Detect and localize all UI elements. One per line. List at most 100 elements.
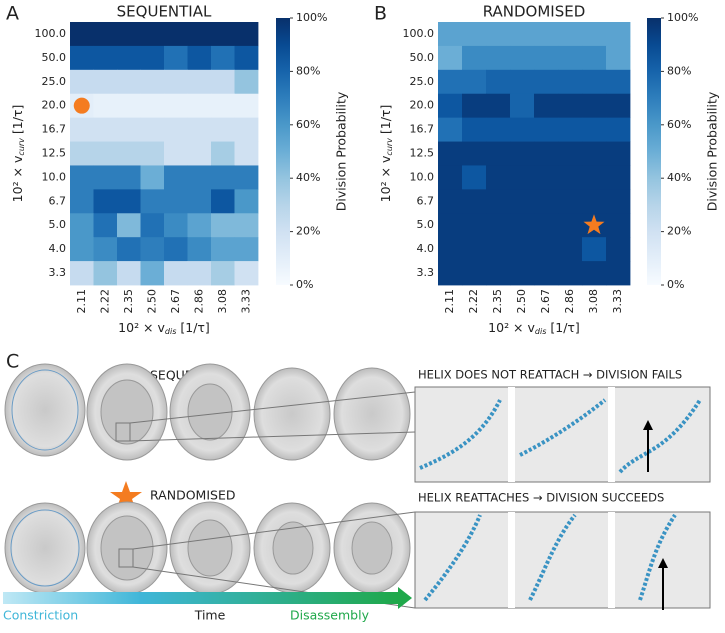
row-caption: HELIX DOES NOT REATTACH → DIVISION FAILS — [418, 368, 682, 382]
heatmap-cell — [211, 237, 235, 262]
heatmap-cell — [187, 45, 212, 71]
heatmap-cell — [234, 165, 259, 190]
heatmap-cell — [234, 261, 259, 286]
heatmap-cell — [234, 69, 259, 95]
heatmap-cell — [462, 69, 487, 95]
y-tick-label: 6.7 — [49, 194, 67, 207]
heatmap-cell — [438, 189, 463, 214]
heatmap-cell — [606, 237, 631, 262]
heatmap-cell — [606, 141, 631, 166]
heatmap-cell — [164, 117, 188, 142]
heatmap-cell — [70, 45, 94, 71]
heatmap-cell — [462, 189, 487, 214]
heatmap-cell — [606, 213, 631, 238]
heatmap-cell — [558, 261, 583, 286]
heatmap-cell — [211, 117, 235, 142]
heatmap-cell — [70, 141, 94, 166]
heatmap-cell — [534, 22, 559, 47]
y-tick-label: 16.7 — [42, 123, 67, 136]
heatmap-cell — [558, 45, 583, 71]
heatmap-cell — [140, 69, 165, 95]
heatmap-cell — [582, 189, 607, 214]
heatmap-cell — [187, 141, 212, 166]
heatmap-cell — [510, 237, 535, 262]
heatmap-cell — [534, 69, 559, 95]
x-tick-label: 3.08 — [587, 289, 600, 314]
y-tick-label: 50.0 — [42, 51, 67, 64]
heatmap-cell — [558, 93, 583, 119]
heatmap-cell — [211, 45, 235, 71]
y-tick-label: 4.0 — [417, 242, 435, 255]
heatmap-cell — [510, 22, 535, 47]
heatmap-cell — [117, 141, 141, 166]
heatmap-cell — [558, 213, 583, 238]
heatmap-cell — [558, 141, 583, 166]
axis-label: 10² × vcurv [1/τ] — [378, 105, 394, 203]
heatmap-cell — [164, 189, 188, 214]
heatmap-cell — [534, 141, 559, 166]
heatmap-cell — [140, 141, 165, 166]
y-tick-label: 5.0 — [49, 218, 67, 231]
heatmap-cell — [582, 261, 607, 286]
zoom-lines — [115, 391, 416, 609]
heatmap-cell — [534, 261, 559, 286]
heatmap-cell — [93, 45, 118, 71]
heatmap-cell — [438, 93, 463, 119]
heatmap-cell — [582, 237, 607, 262]
x-tick-label: 2.11 — [443, 289, 456, 314]
colorbar-tick-label: 0% — [296, 278, 313, 291]
heatmap-cell — [462, 213, 487, 238]
heatmap-cell — [187, 165, 212, 190]
heatmap-cell — [582, 117, 607, 142]
heatmap-cell — [438, 165, 463, 190]
heatmap-cell — [534, 237, 559, 262]
chart-title: SEQUENTIAL — [117, 3, 212, 21]
heatmap-cell — [582, 165, 607, 190]
marker — [73, 97, 90, 114]
heatmap-cell — [211, 213, 235, 238]
y-tick-label: 20.0 — [410, 99, 435, 112]
x-tick-label: 2.86 — [192, 289, 205, 314]
heatmap-cell — [211, 165, 235, 190]
heatmap-cell — [486, 261, 511, 286]
heatmap-cell — [187, 237, 212, 262]
x-tick-label: 2.35 — [491, 289, 504, 314]
heatmap-cell — [140, 165, 165, 190]
y-tick-label: 25.0 — [42, 75, 67, 88]
heatmap-cell — [93, 237, 118, 262]
heatmap-cell — [606, 117, 631, 142]
heatmap-cell — [93, 189, 118, 214]
heatmap-cell — [462, 117, 487, 142]
x-tick-label: 3.33 — [611, 289, 624, 314]
heatmap-cell — [93, 69, 118, 95]
heatmap-cell — [187, 213, 212, 238]
y-tick-label: 10.0 — [410, 170, 435, 183]
heatmap-cell — [164, 261, 188, 286]
y-tick-label: 3.3 — [417, 266, 435, 279]
heatmap-cell — [534, 189, 559, 214]
x-tick-label: 3.08 — [216, 289, 229, 314]
heatmap-cell — [234, 45, 259, 71]
panel-label: A — [6, 3, 19, 25]
heatmap-cell — [510, 165, 535, 190]
heatmap-cell — [117, 261, 141, 286]
heatmap-cell — [486, 22, 511, 47]
heatmap-cell — [140, 117, 165, 142]
y-tick-label: 25.0 — [410, 75, 435, 88]
colorbar-tick-label: 60% — [296, 118, 320, 131]
heatmap-cell — [211, 69, 235, 95]
panel-label: C — [6, 351, 19, 373]
axis-label: 10² × vdis [1/τ] — [488, 320, 580, 336]
heatmap-cell — [93, 141, 118, 166]
x-tick-label: 2.22 — [467, 289, 480, 314]
y-tick-label: 10.0 — [42, 170, 67, 183]
heatmap-cell — [187, 189, 212, 214]
y-tick-label: 100.0 — [403, 27, 435, 40]
heatmap-cell — [187, 93, 212, 119]
heatmap-cell — [606, 45, 631, 71]
heatmap-cell — [93, 22, 118, 47]
colorbar-tick-label: 40% — [667, 171, 691, 184]
heatmap-cell — [606, 165, 631, 190]
heatmap-cell — [606, 189, 631, 214]
heatmap-cell — [164, 165, 188, 190]
